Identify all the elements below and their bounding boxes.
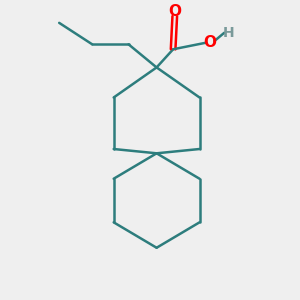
Text: O: O (168, 4, 181, 19)
Text: O: O (204, 35, 217, 50)
Text: H: H (223, 26, 234, 40)
